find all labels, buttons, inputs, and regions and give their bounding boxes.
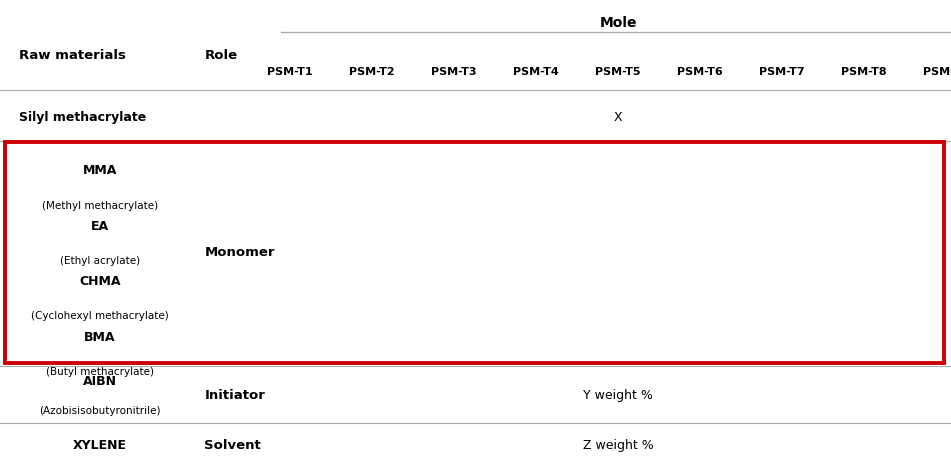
Text: PSM-T2: PSM-T2 <box>349 67 395 77</box>
Text: Solvent: Solvent <box>204 439 262 452</box>
Text: PSM-T9: PSM-T9 <box>923 67 951 77</box>
Text: Silyl methacrylate: Silyl methacrylate <box>19 111 146 124</box>
Text: Mole: Mole <box>599 16 637 30</box>
Text: (Azobisisobutyronitrile): (Azobisisobutyronitrile) <box>39 406 161 416</box>
Text: Y weight %: Y weight % <box>583 389 653 401</box>
Text: Monomer: Monomer <box>204 246 275 259</box>
Text: BMA: BMA <box>84 331 116 344</box>
Text: XYLENE: XYLENE <box>73 439 126 452</box>
Text: Z weight %: Z weight % <box>583 439 653 452</box>
Text: PSM-T1: PSM-T1 <box>267 67 313 77</box>
Text: AIBN: AIBN <box>83 375 117 388</box>
Text: (Cyclohexyl methacrylate): (Cyclohexyl methacrylate) <box>31 311 168 322</box>
Text: Raw materials: Raw materials <box>19 49 126 62</box>
Text: Initiator: Initiator <box>204 389 265 401</box>
Text: PSM-T5: PSM-T5 <box>595 67 641 77</box>
Bar <box>5 142 944 363</box>
Text: PSM-T8: PSM-T8 <box>842 67 887 77</box>
Text: PSM-T6: PSM-T6 <box>677 67 723 77</box>
Text: PSM-T3: PSM-T3 <box>432 67 476 77</box>
Text: Role: Role <box>204 49 238 62</box>
Text: MMA: MMA <box>83 164 117 177</box>
Text: (Ethyl acrylate): (Ethyl acrylate) <box>60 256 140 266</box>
Text: (Butyl methacrylate): (Butyl methacrylate) <box>46 367 154 377</box>
Text: PSM-T7: PSM-T7 <box>760 67 805 77</box>
Text: PSM-T4: PSM-T4 <box>514 67 559 77</box>
Text: CHMA: CHMA <box>79 275 121 288</box>
Text: X: X <box>613 111 623 124</box>
Text: EA: EA <box>90 220 109 233</box>
Text: (Methyl methacrylate): (Methyl methacrylate) <box>42 201 158 211</box>
